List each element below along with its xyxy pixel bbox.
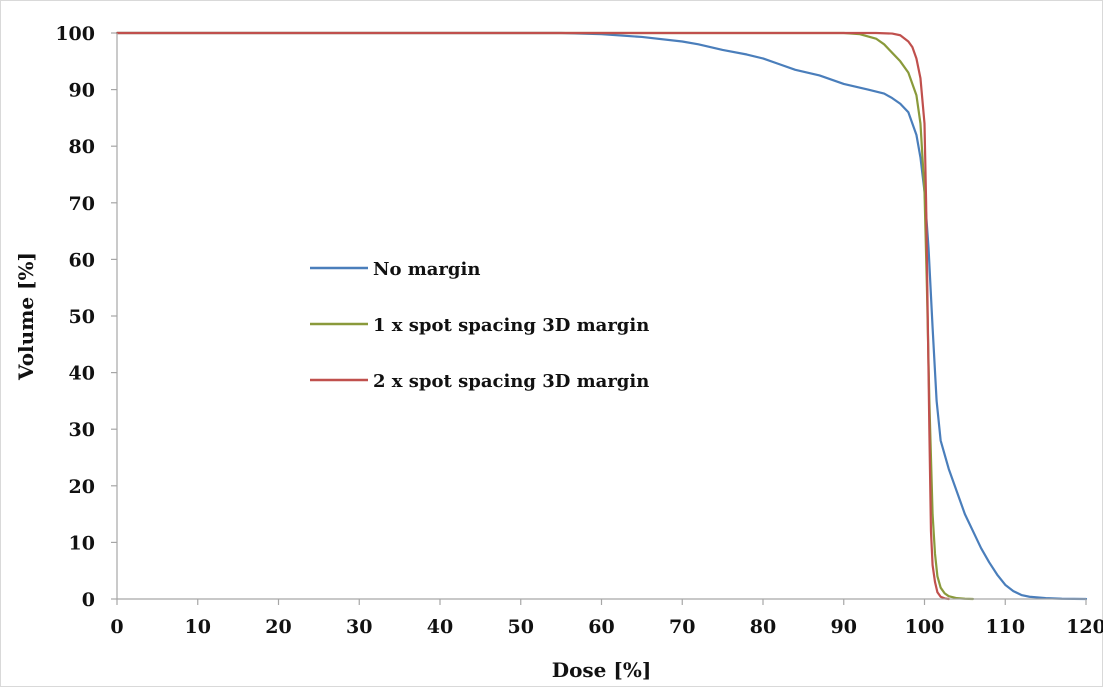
x-tick-label: 30: [346, 616, 372, 638]
x-tick-label: 0: [110, 616, 123, 638]
x-tick-label: 10: [185, 616, 211, 638]
y-tick-label: 80: [69, 136, 95, 158]
y-tick-label: 30: [69, 419, 95, 441]
x-tick-label: 80: [750, 616, 776, 638]
x-tick-label: 110: [985, 616, 1025, 638]
y-tick-label: 10: [69, 532, 95, 554]
legend-label-3: 2 x spot spacing 3D margin: [373, 371, 649, 392]
y-tick-label: 40: [69, 363, 95, 385]
y-axis-title: Volume [%]: [14, 252, 38, 381]
y-tick-label: 0: [82, 589, 95, 611]
y-tick-label: 100: [55, 23, 95, 45]
x-tick-label: 70: [669, 616, 695, 638]
x-axis-title: Dose [%]: [552, 658, 652, 682]
y-tick-label: 70: [69, 193, 95, 215]
x-tick-label: 20: [265, 616, 291, 638]
x-tick-label: 40: [427, 616, 453, 638]
legend-label-1: No margin: [373, 259, 480, 280]
y-tick-label: 20: [69, 476, 95, 498]
x-tick-label: 50: [508, 616, 534, 638]
x-tick-label: 120: [1066, 616, 1103, 638]
y-tick-label: 60: [69, 249, 95, 271]
y-tick-labels: 0 10 20 30 40 50 60 70 80 90 100: [55, 23, 117, 611]
x-tick-labels: 0 10 20 30 40 50 60 70 80 90 100 110 120: [110, 599, 1103, 638]
x-tick-label: 60: [588, 616, 614, 638]
legend: No margin 1 x spot spacing 3D margin 2 x s…: [310, 259, 649, 392]
x-tick-label: 100: [905, 616, 945, 638]
legend-label-2: 1 x spot spacing 3D margin: [373, 315, 649, 336]
y-tick-label: 50: [69, 306, 95, 328]
x-tick-label: 90: [831, 616, 857, 638]
y-tick-label: 90: [69, 80, 95, 102]
